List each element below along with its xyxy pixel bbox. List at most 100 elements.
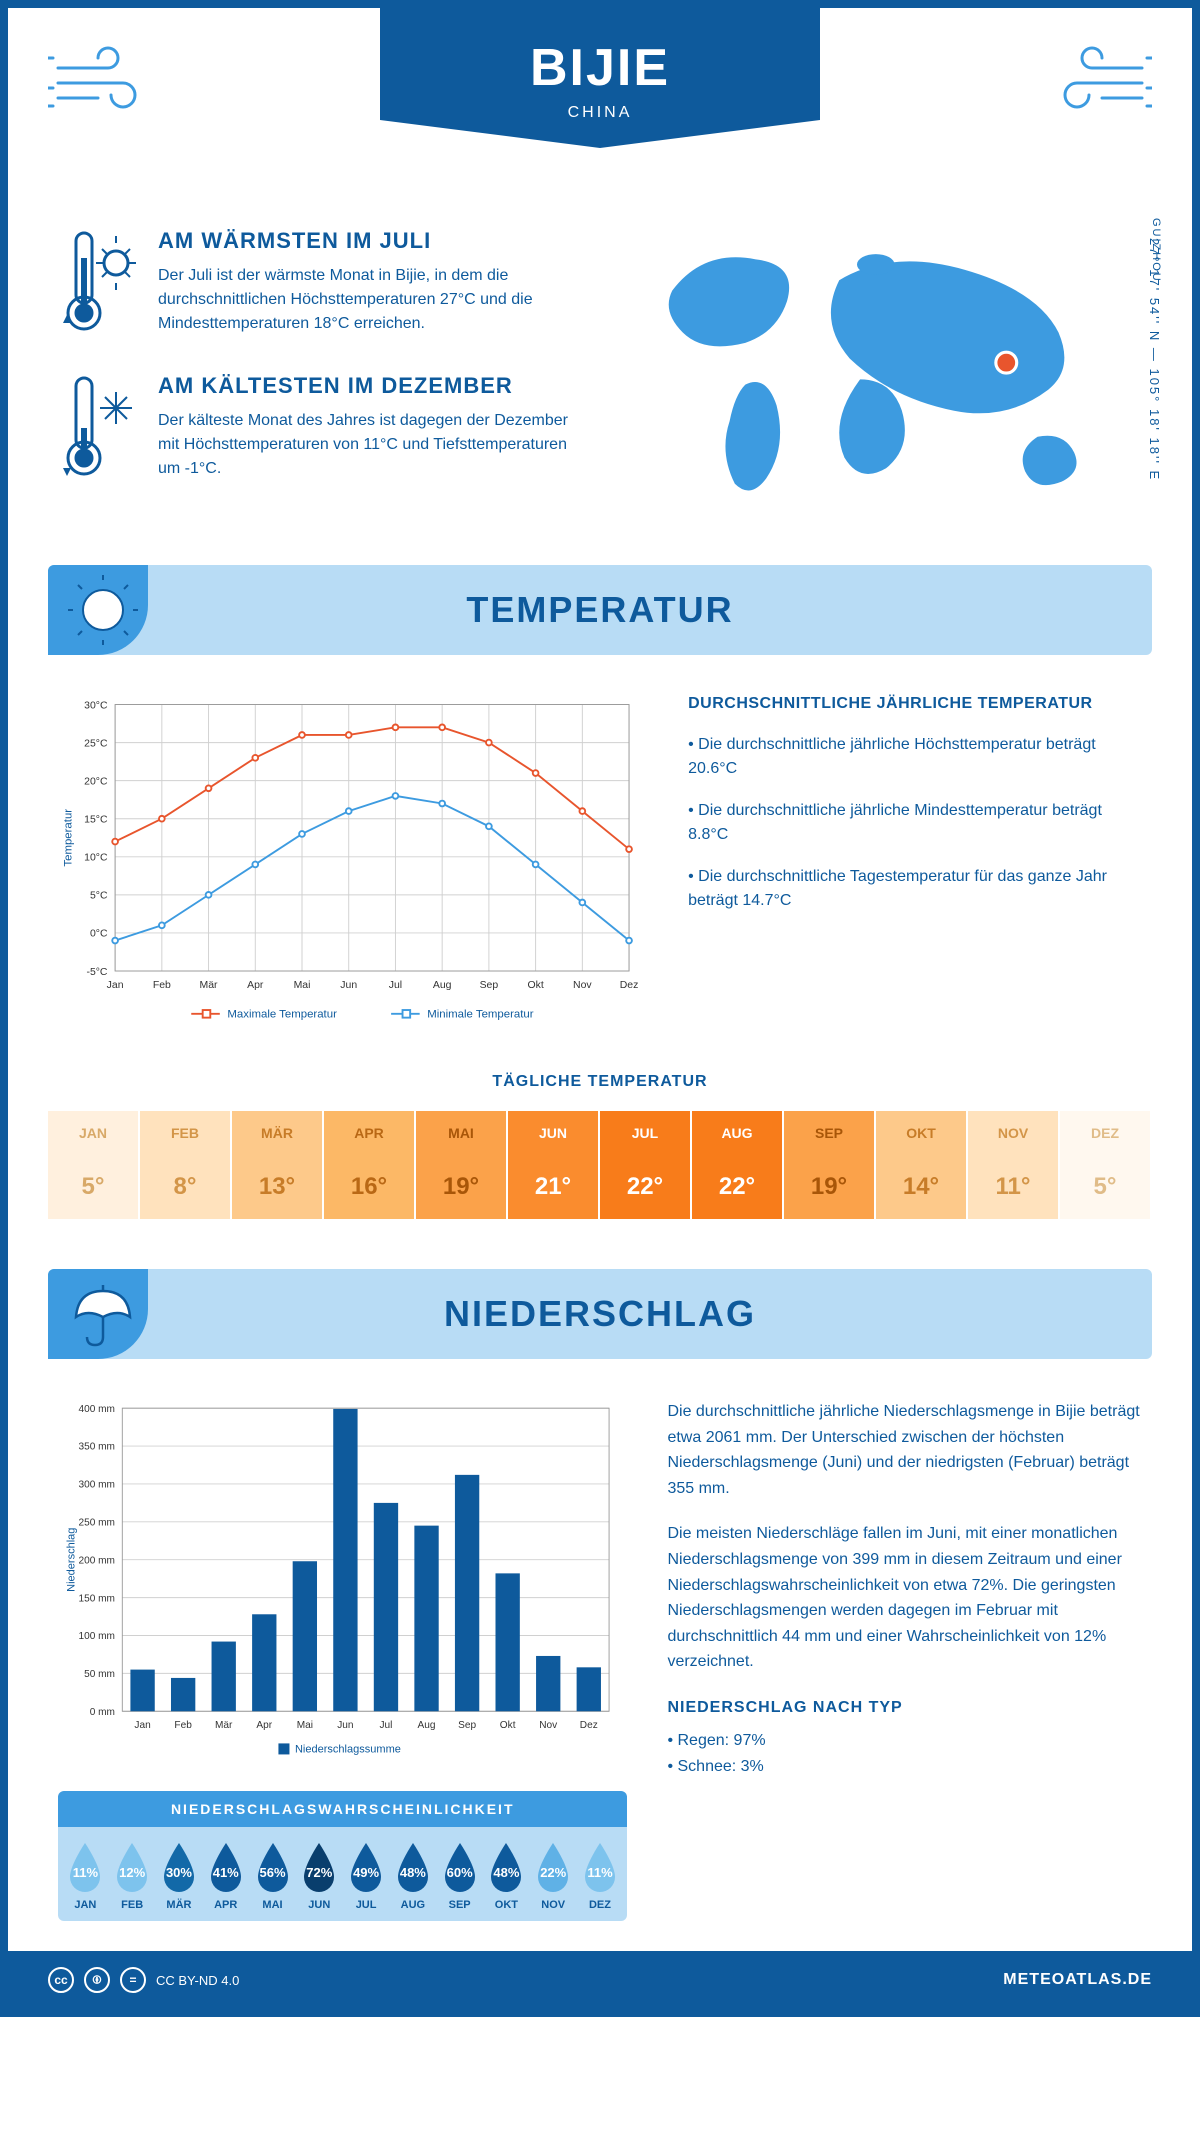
temp-bullet: • Die durchschnittliche Tagestemperatur … — [688, 865, 1142, 913]
coordinates-label: 27° 17' 54'' N — 105° 18' 18'' E — [1147, 238, 1162, 481]
probability-month: MÄR — [158, 1899, 201, 1911]
thermometer-hot-icon — [58, 228, 138, 343]
svg-text:Sep: Sep — [458, 1720, 476, 1731]
svg-text:Mär: Mär — [200, 980, 219, 991]
svg-text:20°C: 20°C — [84, 777, 108, 788]
svg-text:Okt: Okt — [500, 1720, 516, 1731]
probability-month: FEB — [111, 1899, 154, 1911]
daily-month-label: MÄR — [232, 1111, 322, 1155]
daily-cell: AUG22° — [692, 1111, 784, 1219]
daily-month-label: DEZ — [1060, 1111, 1150, 1155]
svg-text:15°C: 15°C — [84, 815, 108, 826]
precip-type-heading: NIEDERSCHLAG NACH TYP — [667, 1695, 1142, 1721]
daily-temp-value: 11° — [968, 1155, 1058, 1219]
svg-text:Sep: Sep — [480, 980, 499, 991]
probability-month: SEP — [438, 1899, 481, 1911]
daily-temp-value: 21° — [508, 1155, 598, 1219]
svg-text:Niederschlagssumme: Niederschlagssumme — [295, 1744, 401, 1756]
probability-cell: 30% MÄR — [158, 1841, 201, 1911]
probability-month: NOV — [532, 1899, 575, 1911]
raindrop-icon: 41% — [205, 1841, 247, 1893]
svg-text:Mai: Mai — [294, 980, 311, 991]
svg-text:Feb: Feb — [174, 1720, 192, 1731]
sun-icon — [68, 575, 138, 650]
raindrop-icon: 56% — [252, 1841, 294, 1893]
precip-bar-chart: 0 mm50 mm100 mm150 mm200 mm250 mm300 mm3… — [58, 1399, 627, 1921]
raindrop-icon: 30% — [158, 1841, 200, 1893]
world-map-col: GUIZHOU 27° 17' 54'' N — 105° 18' 18'' E — [620, 228, 1142, 525]
raindrop-icon: 48% — [485, 1841, 527, 1893]
daily-cell: NOV11° — [968, 1111, 1060, 1219]
daily-month-label: JUN — [508, 1111, 598, 1155]
probability-month: JAN — [64, 1899, 107, 1911]
temp-line-chart: -5°C0°C5°C10°C15°C20°C25°C30°CJanFebMärA… — [58, 695, 648, 1043]
page: BIJIE CHINA AM WÄRMSTEN IM JULI Der Juli… — [0, 0, 1200, 2017]
daily-month-label: JUL — [600, 1111, 690, 1155]
svg-text:Temperatur: Temperatur — [62, 809, 74, 867]
license-text: CC BY-ND 4.0 — [156, 1973, 239, 1988]
svg-text:Aug: Aug — [418, 1720, 436, 1731]
daily-cell: JUN21° — [508, 1111, 600, 1219]
coldest-text: Der kälteste Monat des Jahres ist dagege… — [158, 409, 580, 481]
temp-info: DURCHSCHNITTLICHE JÄHRLICHE TEMPERATUR •… — [688, 695, 1142, 1043]
daily-month-label: JAN — [48, 1111, 138, 1155]
svg-text:100 mm: 100 mm — [78, 1631, 114, 1642]
probability-cell: 12%FEB — [111, 1841, 154, 1911]
cc-icon: cc — [48, 1967, 74, 1993]
daily-temp-value: 19° — [416, 1155, 506, 1219]
daily-cell: MAI19° — [416, 1111, 508, 1219]
daily-month-label: NOV — [968, 1111, 1058, 1155]
daily-month-label: FEB — [140, 1111, 230, 1155]
daily-temp-heading: TÄGLICHE TEMPERATUR — [8, 1073, 1192, 1091]
daily-temp-table: JAN5°FEB8°MÄR13°APR16°MAI19°JUN21°JUL22°… — [48, 1111, 1152, 1219]
probability-cell: 11%DEZ — [579, 1841, 622, 1911]
svg-text:150 mm: 150 mm — [78, 1593, 114, 1604]
daily-cell: JUL22° — [600, 1111, 692, 1219]
precip-paragraph-2: Die meisten Niederschläge fallen im Juni… — [667, 1521, 1142, 1675]
svg-text:400 mm: 400 mm — [78, 1404, 114, 1415]
daily-month-label: OKT — [876, 1111, 966, 1155]
world-map-icon — [620, 228, 1142, 520]
temp-info-heading: DURCHSCHNITTLICHE JÄHRLICHE TEMPERATUR — [688, 695, 1142, 713]
daily-cell: SEP19° — [784, 1111, 876, 1219]
wind-icon-right — [1042, 38, 1152, 123]
svg-text:Dez: Dez — [580, 1720, 598, 1731]
daily-temp-value: 5° — [48, 1155, 138, 1219]
probability-cell: 49% JUL — [345, 1841, 388, 1911]
probability-month: DEZ — [579, 1899, 622, 1911]
svg-text:-5°C: -5°C — [86, 967, 107, 978]
svg-text:Jan: Jan — [107, 980, 124, 991]
country-subtitle: CHINA — [380, 104, 820, 122]
umbrella-icon — [68, 1279, 138, 1354]
svg-text:Jul: Jul — [380, 1720, 393, 1731]
probability-month: JUN — [298, 1899, 341, 1911]
raindrop-icon: 49% — [345, 1841, 387, 1893]
svg-text:200 mm: 200 mm — [78, 1555, 114, 1566]
city-title: BIJIE — [380, 38, 820, 98]
daily-temp-value: 16° — [324, 1155, 414, 1219]
daily-cell: MÄR13° — [232, 1111, 324, 1219]
svg-text:Jun: Jun — [337, 1720, 353, 1731]
probability-cell: 60%SEP — [438, 1841, 481, 1911]
svg-text:Apr: Apr — [256, 1720, 272, 1731]
probability-month: OKT — [485, 1899, 528, 1911]
svg-text:Mai: Mai — [297, 1720, 313, 1731]
svg-text:Aug: Aug — [433, 980, 452, 991]
temp-title: TEMPERATUR — [466, 589, 733, 631]
daily-temp-value: 22° — [692, 1155, 782, 1219]
svg-text:300 mm: 300 mm — [78, 1480, 114, 1491]
probability-cell: 48%AUG — [391, 1841, 434, 1911]
daily-month-label: MAI — [416, 1111, 506, 1155]
title-banner: BIJIE CHINA — [380, 8, 820, 148]
probability-month: AUG — [391, 1899, 434, 1911]
svg-text:10°C: 10°C — [84, 853, 108, 864]
location-marker-icon — [996, 352, 1017, 373]
probability-month: JUL — [345, 1899, 388, 1911]
temp-bullet: • Die durchschnittliche jährliche Mindes… — [688, 799, 1142, 847]
svg-text:Okt: Okt — [527, 980, 543, 991]
precip-row: 0 mm50 mm100 mm150 mm200 mm250 mm300 mm3… — [8, 1399, 1192, 1951]
temp-section-header: TEMPERATUR — [48, 565, 1152, 655]
header: BIJIE CHINA — [8, 8, 1192, 208]
coldest-block: AM KÄLTESTEN IM DEZEMBER Der kälteste Mo… — [58, 373, 580, 488]
daily-temp-value: 22° — [600, 1155, 690, 1219]
